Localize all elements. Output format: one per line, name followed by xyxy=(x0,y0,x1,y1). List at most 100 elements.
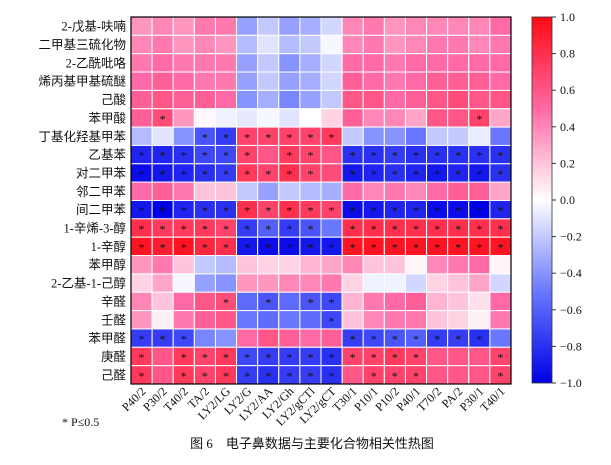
heatmap-cell xyxy=(236,310,259,330)
heatmap-cell xyxy=(193,328,216,348)
heatmap-cell xyxy=(236,181,259,201)
heatmap-cell xyxy=(362,255,385,275)
heatmap-cell xyxy=(447,365,470,385)
significance-star: * xyxy=(497,369,503,383)
heatmap-cell xyxy=(130,71,153,91)
heatmap-cell xyxy=(362,291,385,312)
significance-star: * xyxy=(497,240,503,254)
heatmap-cell xyxy=(426,346,449,367)
significance-star: * xyxy=(413,167,419,181)
significance-star: * xyxy=(497,350,503,364)
significance-star: * xyxy=(202,240,208,254)
significance-star: * xyxy=(392,332,398,346)
colorbar-tick-label: 0.8 xyxy=(560,47,575,61)
heatmap-cell xyxy=(151,89,174,110)
significance-star: * xyxy=(139,332,145,346)
significance-star: * xyxy=(307,369,313,383)
significance-star: * xyxy=(223,130,229,144)
colorbar: 1.0 0.8 0.6 0.4 0.2 0.0 −0.2 −0.4 −0.6 −0.8 −1.0 xyxy=(531,10,582,390)
heatmap-cell xyxy=(257,255,280,275)
heatmap-cell xyxy=(214,89,238,110)
significance-star: * xyxy=(434,204,440,218)
heatmap-cell xyxy=(362,126,385,146)
heatmap-cell xyxy=(193,16,216,36)
heatmap-cell xyxy=(362,16,385,36)
significance-star: * xyxy=(139,149,145,163)
heatmap-cell xyxy=(130,89,153,110)
heatmap-cell xyxy=(447,273,470,293)
significance-star: * xyxy=(307,130,313,144)
heatmap-cell xyxy=(468,346,491,367)
significance-star: * xyxy=(286,350,292,364)
significance-star: * xyxy=(202,222,208,236)
heatmap-cell xyxy=(214,328,238,348)
heatmap-cell xyxy=(383,16,406,36)
heatmap-cell xyxy=(172,310,195,330)
heatmap-cell xyxy=(404,53,428,73)
heatmap-cell xyxy=(426,53,449,73)
heatmap-cell xyxy=(193,291,216,312)
heatmap-cell xyxy=(151,71,174,91)
heatmap-cell xyxy=(489,108,512,128)
heatmap-cell xyxy=(236,108,259,128)
heatmap-cell xyxy=(278,310,301,330)
heatmap-cell xyxy=(383,89,406,110)
colorbar-gradient xyxy=(531,16,553,384)
colorbar-tick-label: 0.4 xyxy=(560,120,575,134)
significance-star: * xyxy=(139,167,145,181)
significance-star: * xyxy=(286,369,292,383)
heatmap-cell xyxy=(468,310,491,330)
heatmap-cell xyxy=(447,108,470,128)
heatmap-cell xyxy=(468,181,491,201)
significance-star: * xyxy=(476,240,482,254)
colorbar-tick-label: 0.0 xyxy=(560,193,575,207)
heatmap-cell xyxy=(278,89,301,110)
significance-star: * xyxy=(160,149,166,163)
heatmap-cell xyxy=(172,34,195,55)
heatmap-cell xyxy=(426,126,449,146)
significance-star: * xyxy=(413,204,419,218)
heatmap-cell xyxy=(172,89,195,110)
significance-star: * xyxy=(307,295,313,309)
heatmap-cell xyxy=(341,71,364,91)
heatmap-cell xyxy=(236,273,259,293)
significance-star: * xyxy=(455,149,461,163)
heatmap-cell xyxy=(404,291,428,312)
significance-star: * xyxy=(434,149,440,163)
heatmap-cell xyxy=(447,126,470,146)
significance-star: * xyxy=(286,167,292,181)
heatmap-cell xyxy=(172,291,195,312)
heatmap-cell xyxy=(257,71,280,91)
significance-star: * xyxy=(139,222,145,236)
significance-star: * xyxy=(181,222,187,236)
heatmap-cell xyxy=(341,273,364,293)
heatmap-cell xyxy=(130,310,153,330)
significance-star: * xyxy=(329,295,335,309)
heatmap-cell xyxy=(489,255,512,275)
significance-star: * xyxy=(307,204,313,218)
heatmap-cell xyxy=(341,255,364,275)
significance-star: * xyxy=(476,167,482,181)
significance-star: * xyxy=(329,240,335,254)
heatmap-cell xyxy=(236,328,259,348)
heatmap-cell xyxy=(468,34,491,55)
heatmap-cell xyxy=(130,126,153,146)
significance-star: * xyxy=(244,130,250,144)
row-label: 2-戊基-呋喃 xyxy=(61,19,126,34)
row-label: 对二甲苯 xyxy=(76,166,127,180)
heatmap-cell xyxy=(341,89,364,110)
heatmap-cell xyxy=(172,255,195,275)
heatmap-cell xyxy=(320,108,343,128)
significance-star: * xyxy=(202,149,208,163)
heatmap-cell xyxy=(130,16,153,36)
significance-star: * xyxy=(223,222,229,236)
heatmap-cell xyxy=(489,328,512,348)
significance-star: * xyxy=(139,350,145,364)
heatmap-cell xyxy=(362,310,385,330)
heatmap-cell xyxy=(151,291,174,312)
significance-star: * xyxy=(413,369,419,383)
heatmap-cell xyxy=(193,310,216,330)
heatmap-cell xyxy=(172,108,195,128)
heatmap-cell xyxy=(468,89,491,110)
